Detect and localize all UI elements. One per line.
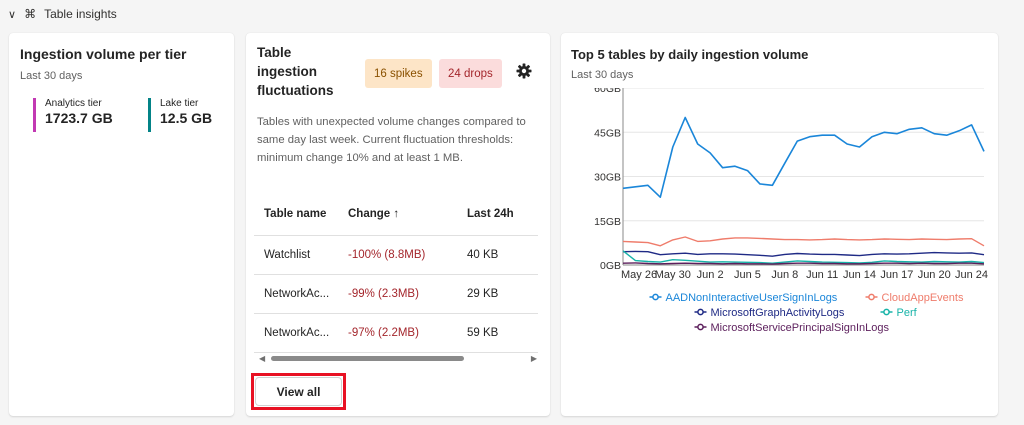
legend-swatch-marker — [697, 308, 704, 316]
ingestion-volume-card: Ingestion volume per tier Last 30 days A… — [9, 33, 234, 416]
chevron-down-icon[interactable]: ∨ — [8, 8, 17, 21]
fluctuations-card: Table ingestion fluctuations 16 spikes 2… — [246, 33, 550, 416]
series-line — [622, 262, 985, 265]
cell-table-name: NetworkAc... — [264, 327, 330, 339]
cell-last-24h: 40 KB — [467, 249, 499, 261]
y-tick-label: 30GB — [594, 172, 621, 184]
scrollbar-thumb[interactable] — [271, 356, 464, 361]
x-tick-label: Jun 20 — [918, 269, 951, 281]
legend-swatch-marker — [883, 308, 890, 316]
tier-label: Lake tier — [160, 98, 199, 109]
y-tick-label: 15GB — [594, 216, 621, 228]
y-tick-label: 60GB — [594, 88, 621, 95]
table-header: Table name Change ↑ Last 24h — [254, 192, 538, 236]
card-subtitle: Last 30 days — [571, 69, 634, 81]
fluctuation-table: Table name Change ↑ Last 24h Watchlist -… — [254, 192, 538, 353]
legend-entry: CloudAppEvents — [882, 292, 964, 304]
column-header-change[interactable]: Change ↑ — [348, 207, 400, 220]
series-line — [622, 236, 985, 247]
x-tick-label: May 30 — [655, 269, 691, 281]
series-line — [622, 250, 985, 264]
analytics-tier-metric: Analytics tier 1723.7 GB — [33, 98, 113, 132]
cell-change: -99% (2.3MB) — [348, 288, 419, 300]
x-tick-label: Jun 17 — [880, 269, 913, 281]
card-title: Top 5 tables by daily ingestion volume — [571, 47, 809, 62]
cell-change: -100% (8.8MB) — [348, 249, 426, 261]
legend-swatch-marker — [697, 323, 704, 331]
x-tick-label: Jun 5 — [734, 269, 761, 281]
x-tick-label: Jun 24 — [955, 269, 988, 281]
card-title: Table ingestion fluctuations — [257, 45, 334, 98]
cell-table-name: NetworkAc... — [264, 288, 330, 300]
legend-swatch-marker — [652, 293, 659, 301]
table-row[interactable]: NetworkAc... -97% (2.2MB) 59 KB — [254, 314, 538, 353]
horizontal-scrollbar[interactable]: ◀ ▶ — [259, 353, 537, 363]
y-tick-label: 0GB — [600, 260, 621, 272]
legend-entry: MicrosoftGraphActivityLogs — [711, 307, 845, 319]
lake-tier-metric: Lake tier 12.5 GB — [148, 98, 212, 132]
view-all-button[interactable]: View all — [255, 377, 342, 406]
cell-change: -97% (2.2MB) — [348, 327, 419, 339]
x-tick-label: Jun 14 — [843, 269, 876, 281]
x-tick-label: Jun 11 — [806, 269, 838, 281]
table-row[interactable]: NetworkAc... -99% (2.3MB) 29 KB — [254, 275, 538, 314]
section-header[interactable]: ∨ ⌘ Table insights — [8, 4, 117, 24]
cell-last-24h: 29 KB — [467, 288, 499, 300]
fluctuation-description: Tables with unexpected volume changes co… — [257, 116, 526, 164]
legend-entry: AADNonInteractiveUserSignInLogs — [666, 292, 838, 304]
top-tables-card: Top 5 tables by daily ingestion volume L… — [561, 33, 998, 416]
tier-label: Analytics tier — [45, 98, 102, 109]
cell-table-name: Watchlist — [264, 249, 311, 261]
scroll-left-icon[interactable]: ◀ — [259, 354, 266, 363]
scroll-right-icon[interactable]: ▶ — [530, 354, 537, 363]
series-line — [622, 116, 985, 198]
x-tick-label: Jun 8 — [771, 269, 798, 281]
y-tick-label: 45GB — [594, 127, 621, 139]
legend-entry: Perf — [897, 307, 918, 319]
legend-swatch-marker — [868, 293, 875, 301]
card-title: Ingestion volume per tier — [20, 46, 187, 62]
tier-value: 12.5 GB — [160, 110, 213, 126]
x-tick-label: Jun 2 — [697, 269, 724, 281]
card-subtitle: Last 30 days — [20, 70, 83, 82]
series-line — [622, 250, 985, 257]
table-row[interactable]: Watchlist -100% (8.8MB) 40 KB — [254, 236, 538, 275]
x-tick-label: May 26 — [621, 269, 657, 281]
spikes-badge[interactable]: 16 spikes — [365, 59, 432, 88]
drops-badge[interactable]: 24 drops — [439, 59, 502, 88]
cell-last-24h: 59 KB — [467, 327, 499, 339]
insights-icon: ⌘ — [24, 7, 37, 21]
tier-value: 1723.7 GB — [45, 110, 113, 126]
column-header-last-24h[interactable]: Last 24h — [467, 207, 514, 220]
section-title: Table insights — [44, 7, 117, 21]
gear-icon[interactable] — [516, 63, 532, 79]
legend-entry: MicrosoftServicePrincipalSignInLogs — [711, 322, 890, 334]
column-header-table-name[interactable]: Table name — [264, 207, 327, 220]
